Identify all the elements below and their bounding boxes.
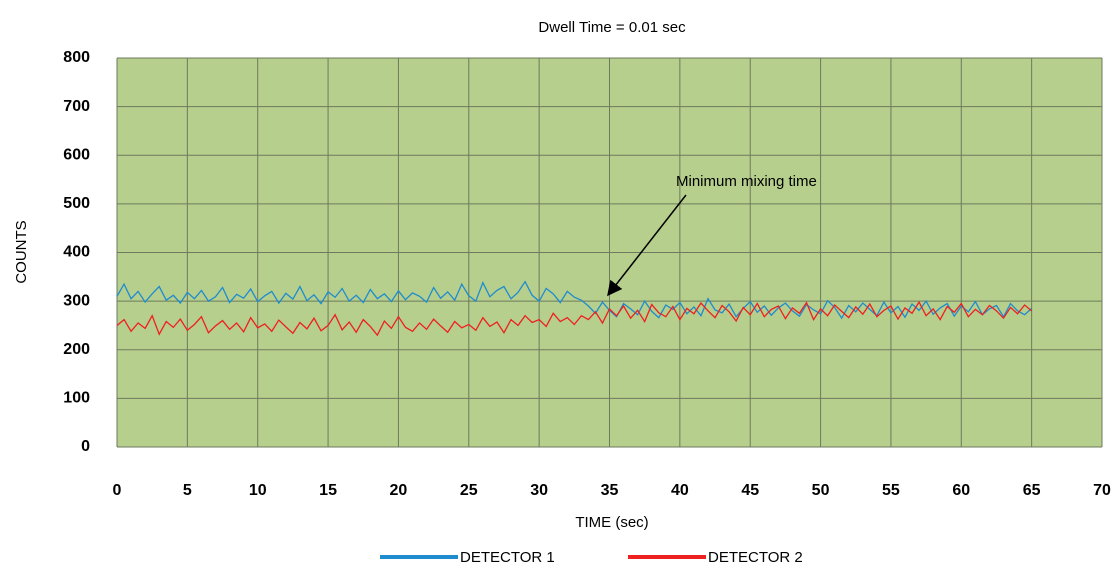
legend-label: DETECTOR 1 xyxy=(460,549,555,566)
annotation: Minimum mixing time xyxy=(676,173,817,190)
x-tick-label: 0 xyxy=(113,482,122,499)
data-line xyxy=(116,300,1033,337)
x-tick-label: 65 xyxy=(1023,482,1041,499)
legend-label: DETECTOR 2 xyxy=(708,549,803,566)
x-tick-label: 5 xyxy=(183,482,192,499)
x-tick-label: 55 xyxy=(882,482,900,499)
y-tick-label: 300 xyxy=(63,292,90,309)
y-tick-label: 700 xyxy=(63,98,90,115)
x-tick-label: 50 xyxy=(812,482,830,499)
x-tick-label: 15 xyxy=(319,482,337,499)
x-tick-label: 25 xyxy=(460,482,478,499)
y-tick-label: 400 xyxy=(63,244,90,261)
x-tick-label: 45 xyxy=(741,482,759,499)
x-tick-label: 35 xyxy=(601,482,619,499)
data-line xyxy=(116,280,1033,320)
y-tick-label: 200 xyxy=(63,341,90,358)
x-tick-label: 40 xyxy=(671,482,689,499)
y-tick-label: 600 xyxy=(63,146,90,163)
x-tick-label: 30 xyxy=(530,482,548,499)
chart-title: Dwell Time = 0.01 sec xyxy=(538,19,686,36)
x-tick-label: 70 xyxy=(1093,482,1111,499)
x-tick-label: 10 xyxy=(249,482,267,499)
y-tick-label: 100 xyxy=(63,390,90,407)
y-tick-label: 800 xyxy=(63,49,90,66)
y-tick-label: 0 xyxy=(81,438,90,455)
y-tick-label: 500 xyxy=(63,195,90,212)
y-axis-label: COUNTS xyxy=(13,220,30,283)
x-tick-label: 60 xyxy=(952,482,970,499)
annotation-arrow xyxy=(607,194,687,297)
x-axis-label: TIME (sec) xyxy=(575,514,648,531)
x-tick-label: 20 xyxy=(390,482,408,499)
